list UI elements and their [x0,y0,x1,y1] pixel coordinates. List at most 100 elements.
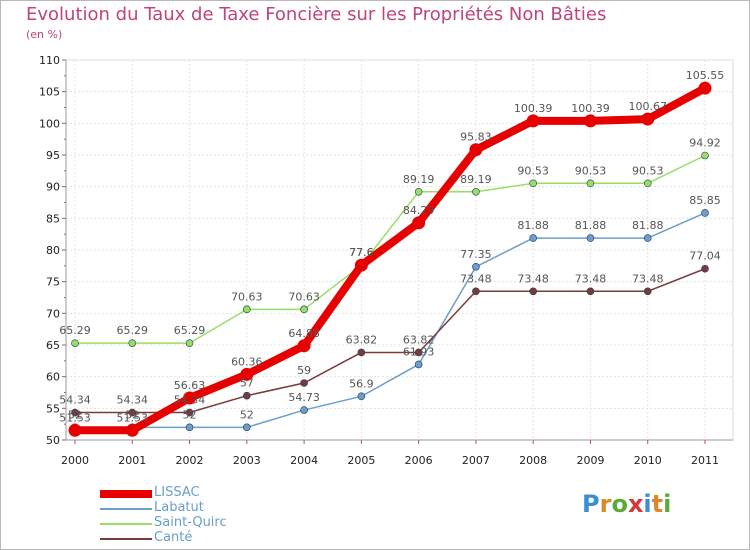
unit-label: (en %) [26,28,63,41]
data-point [183,391,197,405]
y-tick-label: 95 [46,149,60,162]
data-label: 63.82 [403,333,435,346]
data-point [357,392,366,401]
legend-swatch [100,538,152,540]
data-label: 54.34 [117,394,149,407]
data-label: 77.6 [349,246,374,259]
data-label: 52 [125,408,139,421]
data-label: 73.48 [460,272,492,285]
data-label: 65.29 [174,324,206,337]
data-point [185,339,194,347]
y-tick-label: 75 [46,276,60,289]
data-label: 56.63 [174,379,206,392]
y-tick-label: 70 [46,307,60,320]
data-label: 57 [240,377,254,390]
data-label: 77.35 [460,248,492,261]
data-label: 54.34 [174,394,206,407]
y-tick-label: 110 [39,54,60,67]
data-point [240,367,254,381]
data-label: 54.34 [59,394,91,407]
data-label: 51.53 [117,411,149,424]
x-tick-label: 2006 [405,454,433,467]
x-tick-label: 2005 [347,454,375,467]
line-chart: 50 55 60 65 70 75 80 85 90 95 100 105 110 2000 2001 200… [39,54,734,467]
series-line [75,268,706,414]
data-label: 61.93 [403,345,435,358]
data-label: 70.63 [231,290,263,303]
data-point [300,406,308,414]
data-label: 89.19 [403,173,435,186]
data-label: 100.67 [628,100,667,113]
data-label: 81.88 [575,219,607,232]
logo-letter: P [582,490,600,518]
chart-title: Evolution du Taux de Taxe Foncière sur l… [26,4,607,25]
data-label: 60.36 [231,355,263,368]
logo-letter: i [643,490,652,518]
y-tick-label: 65 [46,339,60,352]
data-point [529,234,537,242]
proxiti-logo: Proxiti [582,490,671,518]
data-point [472,287,480,296]
data-point [414,187,423,196]
x-tick-label: 2000 [61,454,89,467]
data-point [414,348,423,357]
data-point [243,305,251,314]
data-point [68,423,82,437]
data-label: 77.6 [349,246,374,259]
data-point [412,216,426,230]
logo-letter: i [663,490,672,518]
data-label: 65.29 [59,324,91,337]
x-tick-label: 2008 [519,454,547,467]
y-tick-label: 55 [46,402,60,415]
x-tick-label: 2001 [118,454,146,467]
data-point [472,187,480,196]
data-label: 77.04 [689,250,721,263]
logo-letter: o [611,490,628,518]
data-label: 85.85 [689,194,721,207]
series-line [75,84,707,435]
data-label: 90.53 [632,164,664,177]
legend-swatch [100,523,152,525]
data-point [701,209,709,217]
data-point [586,287,595,296]
data-label: 63.82 [346,333,378,346]
data-point [354,258,368,272]
data-point [469,143,483,157]
y-tick-label: 100 [39,117,60,130]
x-tick-label: 2007 [462,454,490,467]
data-label: 65.29 [117,324,149,337]
data-point [641,112,655,126]
data-point [71,339,79,347]
data-label: 70.63 [288,290,320,303]
data-point [698,81,712,95]
data-point [300,305,308,314]
data-point [128,408,137,417]
data-point [243,423,251,432]
legend-label: Saint-Quirc [154,515,227,530]
data-label: 54.73 [288,391,320,404]
data-point [128,339,137,347]
data-label: 73.48 [575,272,607,285]
data-point [472,262,480,271]
data-point [414,360,423,369]
data-label: 90.53 [575,164,607,177]
legend-swatch [100,490,152,498]
data-point [71,408,79,417]
data-label: 84.29 [403,204,435,217]
data-point [526,114,540,128]
y-tick-label: 50 [46,434,60,447]
x-tick-label: 2004 [290,454,318,467]
data-label: 105.55 [686,69,725,82]
logo-letter: t [651,490,664,518]
data-point [643,287,652,296]
data-label: 52 [240,408,254,421]
data-point [125,423,139,437]
data-point [185,423,194,432]
x-tick-label: 2002 [176,454,204,467]
data-label: 100.39 [514,102,553,115]
legend-label: LISSAC [154,485,200,500]
data-label: 52 [183,408,197,421]
legend-label: Labatut [154,500,204,515]
y-tick-label: 85 [46,212,60,225]
legend-swatch [100,508,152,510]
